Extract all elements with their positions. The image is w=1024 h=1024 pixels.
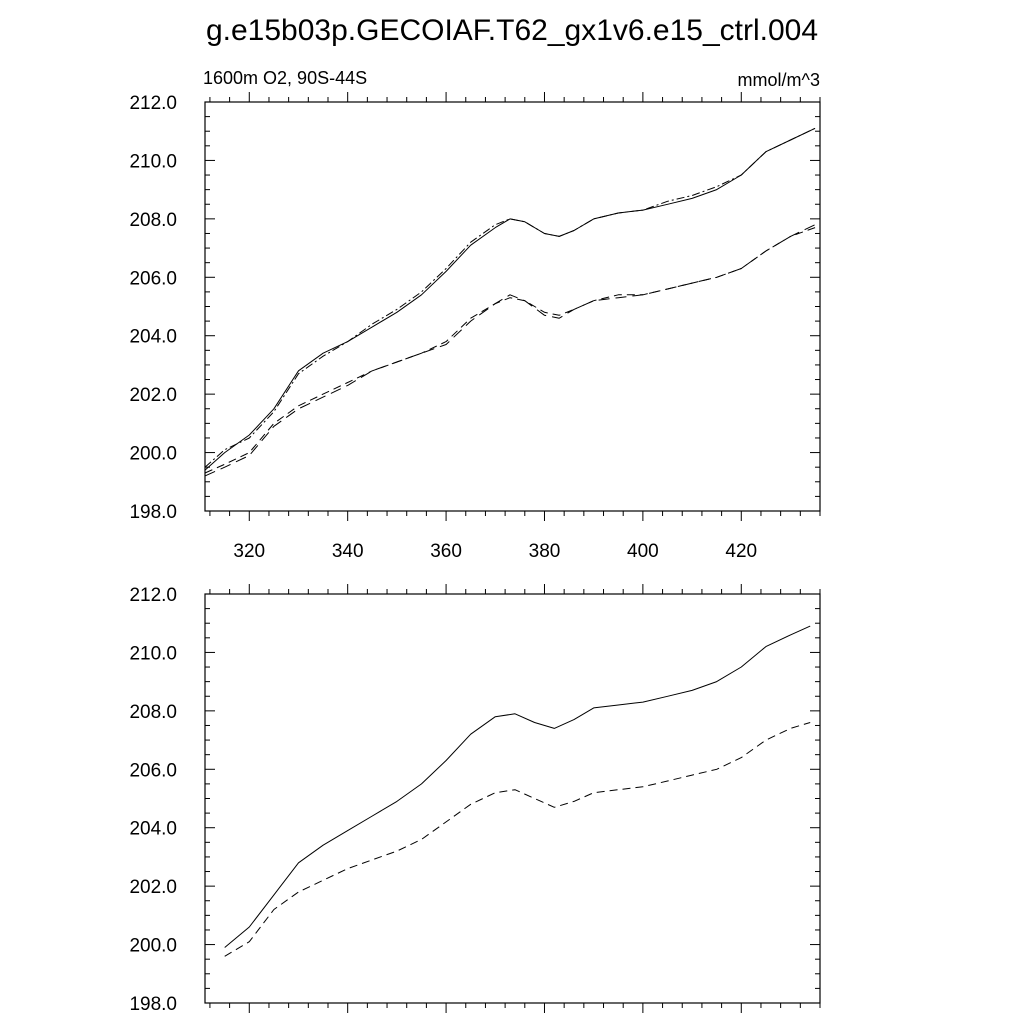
x-tick-label: 400 <box>627 541 659 562</box>
series-line-solid <box>224 625 811 948</box>
y-tick-label: 210.0 <box>129 643 177 664</box>
x-tick-label: 340 <box>332 541 364 562</box>
y-tick-label: 206.0 <box>129 268 177 289</box>
series-line-dashed <box>204 227 816 474</box>
top-panel-subtitle-right: mmol/m^3 <box>738 70 820 90</box>
y-tick-label: 208.0 <box>129 210 177 231</box>
chart-title: g.e15b03p.GECOIAF.T62_gx1v6.e15_ctrl.004 <box>206 14 818 47</box>
y-tick-label: 202.0 <box>129 877 177 898</box>
y-tick-label: 200.0 <box>129 444 177 465</box>
y-tick-label: 204.0 <box>129 327 177 348</box>
y-tick-label: 208.0 <box>129 702 177 723</box>
y-tick-label: 198.0 <box>129 502 177 523</box>
series-line-dashdot <box>204 127 816 468</box>
x-tick-label: 360 <box>430 541 462 562</box>
top-panel: 1600m O2, 90S-44S mmol/m^3 198.0 200.0 202… <box>129 68 821 562</box>
y-tick-label: 212.0 <box>129 585 177 606</box>
bottom-panel-frame <box>204 593 821 1004</box>
top-panel-frame <box>204 101 821 512</box>
y-tick-label: 202.0 <box>129 385 177 406</box>
x-tick-label: 320 <box>233 541 265 562</box>
y-tick-label: 204.0 <box>129 819 177 840</box>
x-tick-label: 380 <box>529 541 561 562</box>
top-panel-subtitle-left: 1600m O2, 90S-44S <box>203 68 367 88</box>
x-tick-label: 420 <box>725 541 757 562</box>
y-tick-label: 198.0 <box>129 994 177 1015</box>
y-tick-label: 212.0 <box>129 93 177 114</box>
y-tick-label: 206.0 <box>129 760 177 781</box>
y-tick-label: 200.0 <box>129 936 177 957</box>
series-line-longdash <box>204 224 816 477</box>
series-line-solid <box>204 127 816 471</box>
series-line-dashed <box>224 722 811 957</box>
bottom-panel: 198.0 200.0 202.0 204.0 206.0 208.0 210.0 212.0 <box>129 584 821 1015</box>
y-tick-label: 210.0 <box>129 151 177 172</box>
